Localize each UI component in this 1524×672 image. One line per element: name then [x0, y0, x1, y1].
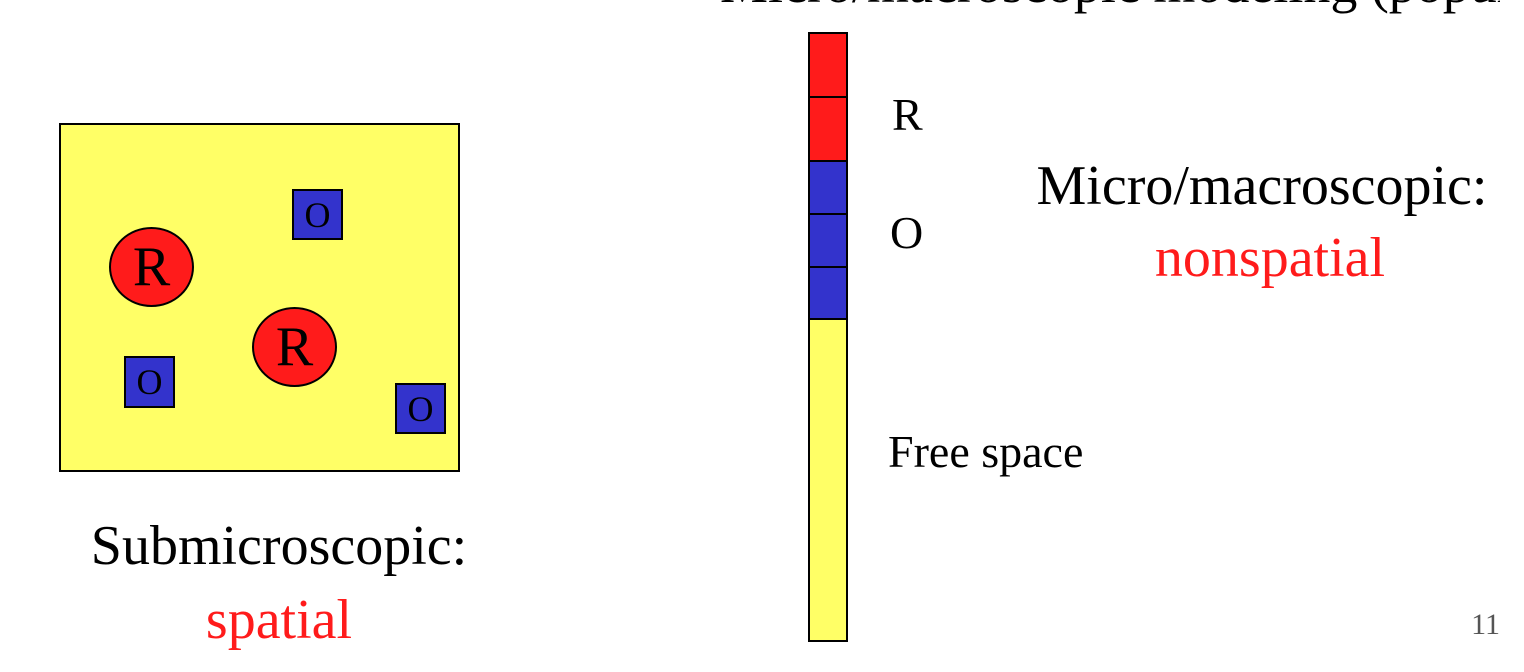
receptor-circle-2: R	[252, 307, 337, 387]
molecule-square-1: O	[292, 189, 343, 240]
molecule-square-3: O	[395, 383, 446, 434]
molecule-square-2: O	[124, 356, 175, 408]
bar-cell-o-2	[808, 213, 848, 268]
bar-label-o: O	[890, 207, 924, 258]
bar-label-free-space: Free space	[888, 426, 1084, 477]
receptor-circle-1: R	[109, 227, 194, 307]
bar-cell-r-1	[808, 32, 848, 98]
page-number: 11	[1471, 608, 1500, 641]
left-caption-line2: spatial	[205, 589, 353, 651]
bar-cell-r-2	[808, 96, 848, 162]
left-caption-line1: Submicroscopic:	[90, 515, 468, 577]
bar-cell-free	[808, 318, 848, 642]
slide-title-fragment: Micro/macroscopic modeling (population)	[720, 0, 1500, 14]
right-caption-line2: nonspatial	[1154, 227, 1386, 289]
bar-cell-o-1	[808, 160, 848, 215]
right-caption-line1: Micro/macroscopic:	[1036, 155, 1488, 217]
bar-label-r: R	[892, 89, 923, 140]
bar-cell-o-3	[808, 266, 848, 320]
